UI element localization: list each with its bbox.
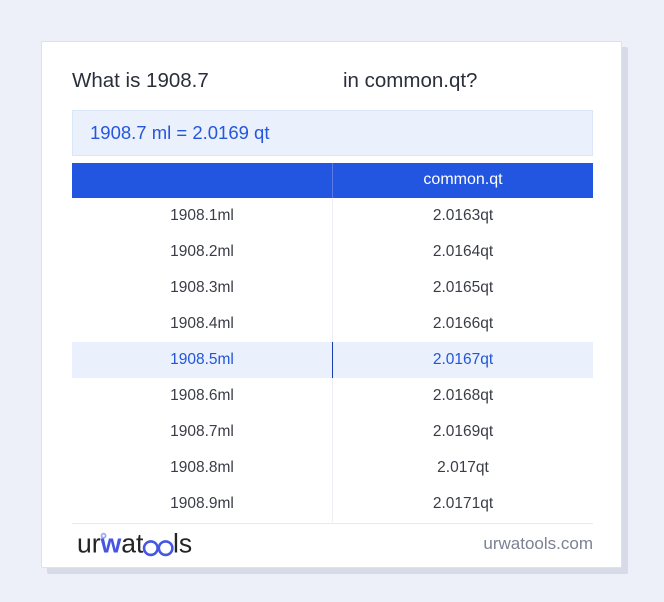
svg-text:at: at [121,529,144,559]
svg-text:w: w [100,529,122,559]
svg-text:ls: ls [173,529,192,559]
svg-text:ur: ur [77,529,101,559]
